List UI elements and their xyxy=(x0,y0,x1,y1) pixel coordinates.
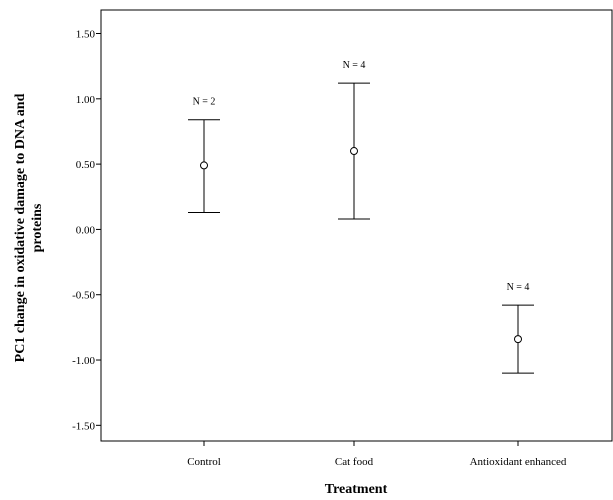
y-tick-label: 1.50 xyxy=(76,29,96,41)
n-label: N = 4 xyxy=(507,282,530,293)
mean-marker xyxy=(514,335,522,344)
x-axis: Control Cat food Antioxidant enhanced xyxy=(187,441,567,468)
y-tick-label: 0.00 xyxy=(76,224,96,236)
mean-marker xyxy=(350,147,358,156)
y-tick-label: -0.50 xyxy=(72,290,95,302)
mean-marker xyxy=(200,161,208,170)
x-axis-title: Treatment xyxy=(325,482,388,497)
x-tick-label: Antioxidant enhanced xyxy=(470,456,567,468)
y-axis: 1.50 1.00 0.50 0.00 -0.50 -1.00 -1.50 xyxy=(72,29,101,432)
y-tick-label: -1.00 xyxy=(72,355,95,367)
x-tick-label: Cat food xyxy=(335,456,374,468)
n-label: N = 4 xyxy=(343,60,366,71)
y-tick-label: -1.50 xyxy=(72,420,95,432)
plot-frame xyxy=(100,9,613,442)
y-axis-title-line2: proteins xyxy=(30,203,45,252)
x-tick-label: Control xyxy=(187,456,221,468)
n-label: N = 2 xyxy=(193,97,216,108)
error-bars: N = 2 N = 4 N = 4 xyxy=(188,60,534,374)
y-axis-title-line1: PC1 change in oxidative damage to DNA an… xyxy=(13,93,28,362)
y-tick-label: 1.00 xyxy=(76,94,96,106)
y-tick-label: 0.50 xyxy=(76,159,96,171)
